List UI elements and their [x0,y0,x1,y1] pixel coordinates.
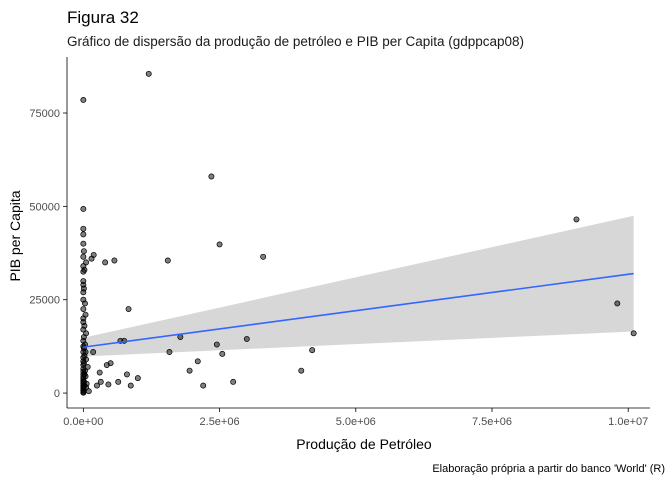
data-point [85,388,92,395]
confidence-band [83,215,634,357]
data-point [125,306,132,312]
data-point [80,389,87,396]
y-tick-label: 50000 [29,201,60,213]
data-point [97,378,104,385]
data-point [107,360,114,367]
x-tick-label: 2.5e+06 [200,416,240,428]
data-point [630,330,637,337]
x-tick-label: 1.0e+07 [608,416,648,428]
data-point [83,356,90,363]
chart-subtitle: Gráfico de dispersão da produção de petr… [67,34,524,49]
data-point [216,241,223,248]
x-axis-label: Produção de Petróleo [296,436,432,452]
x-axis-ticks: 0.0e+00 2.5e+06 5.0e+06 7.5e+06 1.0e+07 [63,408,648,428]
data-point [166,349,173,355]
data-point [80,225,87,232]
data-point [111,257,118,264]
data-point [83,259,90,266]
regression-line [83,272,634,348]
x-tick-label: 5.0e+06 [336,416,376,428]
data-point [177,334,184,341]
data-point [82,300,88,307]
data-point [573,216,580,223]
data-point [80,206,87,212]
y-axis-label: PIB per Capita [7,190,23,281]
data-point [230,378,237,385]
data-point [309,347,316,354]
data-point [298,367,305,374]
x-tick-label: 7.5e+06 [472,416,512,428]
y-axis-ticks: 0 25000 50000 75000 [29,108,67,400]
confidence-band-layer [83,215,634,357]
data-point [84,363,91,370]
data-point [94,382,100,389]
data-point [81,266,88,273]
data-point [80,285,87,292]
y-tick-label: 0 [54,388,60,400]
data-point [90,349,97,355]
data-point [145,70,152,77]
data-point [127,382,134,389]
data-point [208,173,215,180]
data-point [83,330,90,337]
data-point [105,381,112,388]
data-point [82,349,89,355]
data-point [186,367,193,374]
data-point [219,350,226,357]
data-point [115,378,122,385]
chart-caption: Elaboração própria a partir do banco 'Wo… [432,463,665,475]
data-point [81,322,88,329]
data-point [80,253,87,260]
data-point [80,96,87,103]
data-point [82,373,89,380]
data-point [200,382,207,389]
y-tick-label: 25000 [29,295,60,307]
data-point [80,240,87,247]
data-point [123,371,130,378]
data-point [83,380,90,387]
data-point [614,300,621,307]
data-point [82,311,89,318]
data-point [96,369,103,376]
y-tick-label: 75000 [29,108,60,120]
data-point [164,257,171,264]
chart-title: Figura 32 [67,8,139,27]
fit-line-layer [83,272,634,348]
data-point [134,375,141,382]
data-point [80,306,87,312]
data-point [102,259,109,266]
data-point [90,251,97,258]
data-point [243,335,250,342]
x-tick-label: 0.0e+00 [63,416,103,428]
data-point [80,248,87,255]
data-point [194,358,201,365]
data-point [260,253,267,260]
data-point [213,341,220,348]
data-point [80,231,87,238]
